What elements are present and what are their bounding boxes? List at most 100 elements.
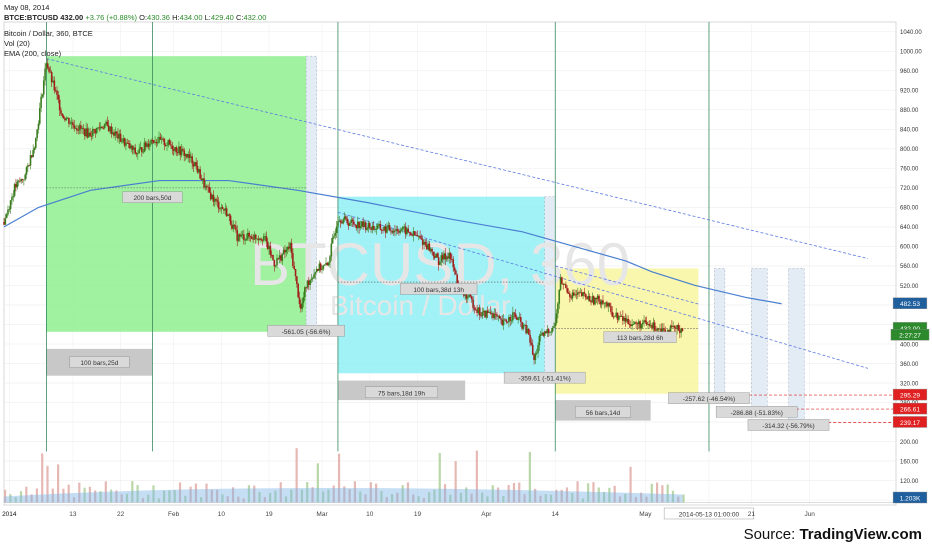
candle-body [237,234,240,241]
candle-body [148,143,151,147]
candle-body [192,163,195,167]
candle-body [380,229,383,231]
candle-body [325,262,327,265]
candle-body [220,207,223,209]
candle-body [681,328,684,332]
candle-body [138,149,140,154]
candle-body [119,133,122,142]
volume-bar [72,497,76,503]
candle-body [315,268,318,273]
candle-body [350,219,352,223]
candle-body [514,313,517,318]
x-tick-label: 19 [265,511,273,518]
candle-body [618,316,620,320]
candle-body [15,184,17,188]
candle-body [314,272,317,275]
candle-body [469,294,472,297]
candle-body [420,238,423,240]
candle-body [154,141,156,143]
candle-body [281,254,284,261]
volume-bar [661,485,664,503]
candle-body [451,259,453,260]
y-tick-label: 720.00 [900,186,919,192]
candle-body [247,232,249,239]
volume-bar [443,484,447,503]
y-tick-label: 320.00 [900,381,919,387]
candle-body [163,138,166,146]
candle-body [591,296,594,303]
candle-body [565,284,567,289]
candle-body [270,254,273,256]
candle-body [583,292,586,294]
candle-body [99,126,102,129]
candle-body [141,147,143,153]
volume-bar [475,450,478,503]
candle-body [481,312,484,317]
candle-body [251,236,253,239]
candle-body [425,244,428,250]
projection-box [788,268,805,423]
candle-body [612,316,615,318]
candle-body [46,63,49,68]
range-label-bg [122,191,183,203]
source-brand: TradingView.com [799,526,922,543]
candle-body [516,317,518,320]
candle-body [86,128,89,138]
candle-body [476,309,478,313]
candle-body [643,320,645,323]
candle-body [178,146,180,154]
volume-bar [279,482,282,503]
volume-bar [9,494,12,503]
candle-body [8,209,11,210]
candle-body [232,224,235,229]
candle-body [578,292,580,294]
volume-bar [581,498,584,503]
candle-body [249,236,252,238]
ema-price-badge: 482.53 [900,301,920,308]
candle-body [196,165,199,173]
candle-body [280,255,282,261]
candle-body [530,342,533,345]
candle-body [182,148,184,151]
x-tick-label: Mar [316,511,328,518]
candle-body [42,80,45,95]
candle-body [587,295,590,300]
volume-bar [253,485,256,503]
candle-body [174,147,176,151]
countdown-badge-bg [890,329,930,341]
candle-body [191,156,193,164]
candle-body [602,300,604,304]
candle-body [637,321,640,325]
candle-body [362,221,364,228]
candle-body [188,154,191,158]
candle-body [629,324,632,326]
volume-bar [602,491,606,503]
x-tick-label: Feb [168,511,180,518]
candle-body [504,319,506,321]
candle-body [541,332,543,335]
candle-body [452,259,455,268]
volume-bar [624,493,627,503]
candle-body [448,252,451,259]
change-label: -561.05 (-56.6%) [282,329,331,336]
volume-bar [380,491,383,503]
chart-date: May 08, 2014 [4,3,50,12]
candle-body [626,318,628,322]
candle-body [472,299,474,308]
candle-body [309,279,311,285]
volume-bar [518,482,521,503]
candle-body [207,186,209,188]
candle-body [33,147,36,151]
candle-body [445,256,448,260]
candle-body [358,221,360,229]
volume-bar [263,497,266,503]
volume-bar [25,486,28,503]
x-tick-label: May [639,511,652,518]
candle-body [74,128,77,130]
change-label: -314.32 (-56.79%) [762,423,814,430]
candle-body [292,253,294,266]
candle-body [485,310,488,318]
volume-bar [290,489,293,503]
candle-body [561,277,563,285]
